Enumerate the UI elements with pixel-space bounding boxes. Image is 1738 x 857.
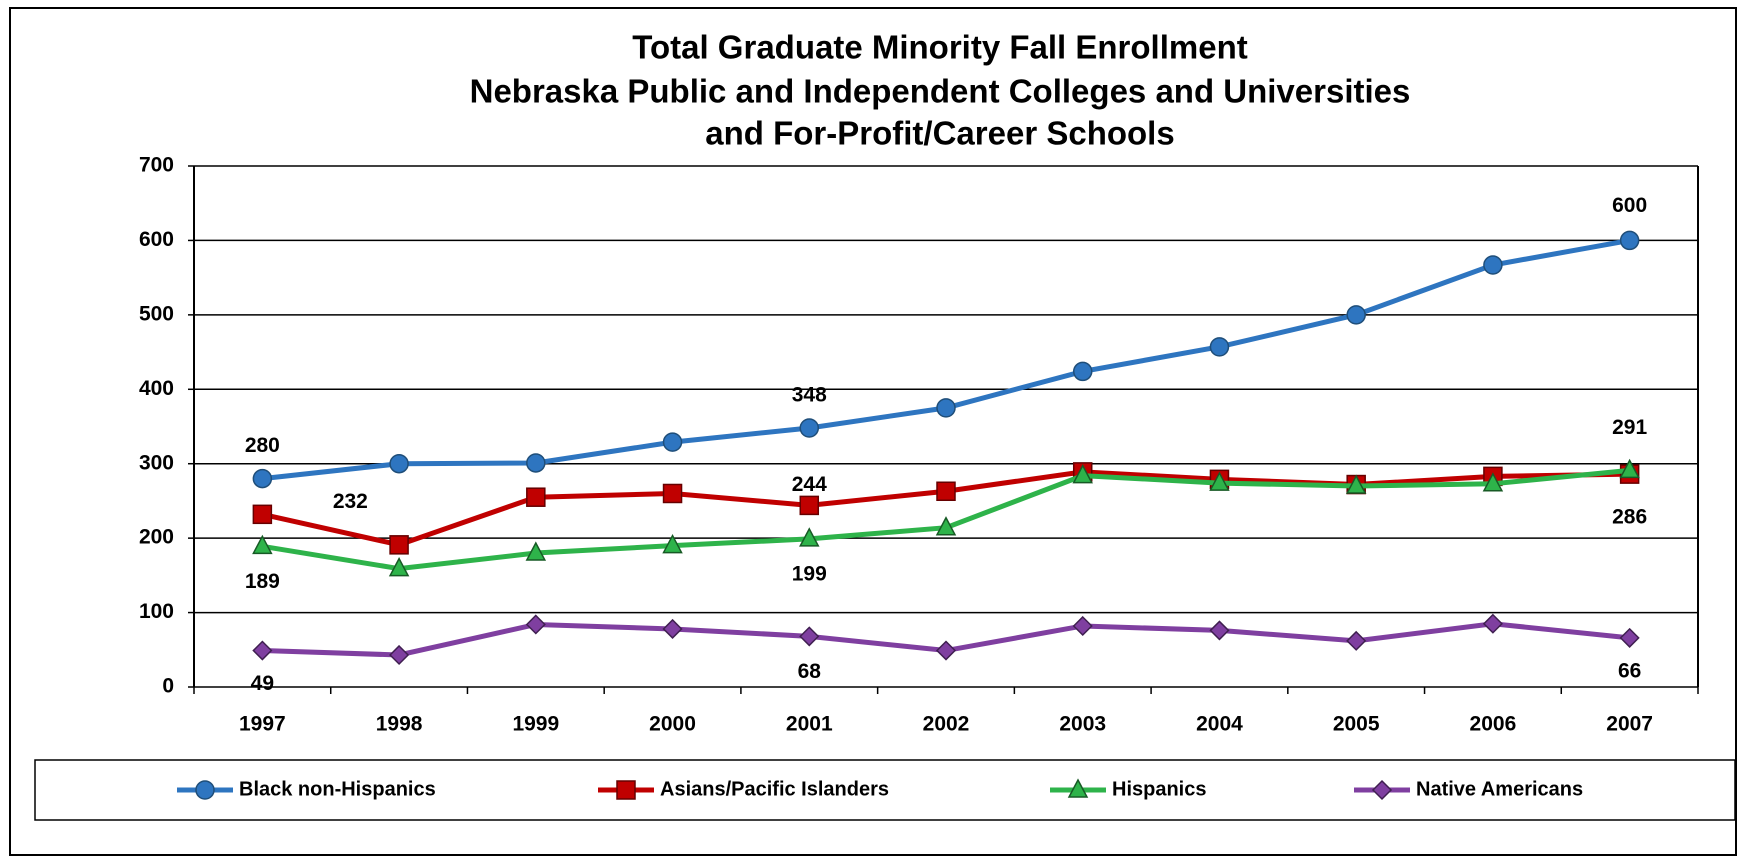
data-label: 232 [333, 490, 368, 513]
chart-title: Nebraska Public and Independent Colleges… [470, 73, 1411, 110]
marker [936, 398, 956, 418]
marker [388, 557, 410, 577]
marker [662, 533, 683, 554]
data-label: 348 [792, 384, 827, 407]
marker [1209, 471, 1230, 491]
x-tick-label: 2005 [1333, 713, 1380, 736]
marker [935, 516, 957, 536]
y-tick-label: 300 [139, 451, 174, 474]
data-label: 244 [792, 473, 827, 496]
legend-label: Native Americans [1416, 778, 1583, 800]
marker [389, 644, 410, 666]
marker [1072, 615, 1093, 637]
chart-title: and For-Profit/Career Schools [705, 115, 1174, 152]
marker [662, 618, 683, 640]
marker [252, 534, 273, 555]
legend-marker [616, 780, 636, 800]
y-tick-label: 0 [162, 675, 174, 698]
y-tick-label: 700 [139, 154, 174, 177]
marker [389, 453, 409, 474]
marker [1619, 230, 1640, 251]
series-line [262, 237, 1631, 482]
marker [799, 495, 820, 516]
y-tick-label: 100 [139, 600, 174, 623]
chart-border [9, 7, 1737, 856]
x-tick-label: 2002 [923, 713, 970, 736]
data-label: 600 [1612, 194, 1647, 217]
marker [936, 481, 956, 502]
legend-box [34, 759, 1736, 821]
marker [1346, 305, 1366, 325]
marker [1345, 474, 1367, 494]
marker [662, 483, 683, 504]
legend-label: Asians/Pacific Islanders [660, 778, 889, 800]
marker [799, 527, 820, 547]
x-tick-label: 2006 [1470, 713, 1517, 736]
marker [526, 453, 546, 473]
marker [1482, 613, 1503, 634]
marker [252, 640, 273, 661]
legend-marker [1067, 778, 1089, 798]
x-tick-label: 1997 [239, 713, 286, 736]
marker [1619, 458, 1640, 479]
y-tick-label: 500 [139, 302, 174, 325]
marker [1072, 361, 1093, 382]
marker [526, 487, 546, 507]
marker [525, 541, 547, 561]
marker [389, 535, 409, 555]
y-tick-label: 200 [139, 526, 174, 549]
chart-title: Total Graduate Minority Fall Enrollment [632, 29, 1247, 66]
marker [662, 432, 683, 452]
marker [1209, 337, 1230, 357]
x-tick-label: 2001 [786, 713, 833, 736]
x-tick-label: 2004 [1196, 713, 1243, 736]
data-label: 66 [1618, 659, 1641, 682]
y-tick-label: 400 [139, 377, 174, 400]
y-tick-label: 600 [139, 228, 174, 251]
marker [1482, 472, 1504, 492]
data-label: 49 [251, 672, 274, 695]
data-label: 291 [1612, 416, 1647, 439]
marker [799, 418, 820, 438]
legend-label: Black non-Hispanics [239, 778, 436, 800]
marker [799, 626, 820, 647]
marker [525, 614, 546, 635]
data-label: 286 [1612, 506, 1647, 529]
data-label: 199 [792, 562, 827, 585]
x-tick-label: 2000 [649, 713, 696, 736]
marker [1346, 630, 1367, 651]
data-label: 189 [245, 570, 280, 593]
marker [1209, 620, 1230, 641]
legend-marker [1371, 779, 1393, 801]
marker [1072, 464, 1093, 484]
data-label: 68 [798, 660, 822, 683]
marker [935, 640, 957, 661]
x-tick-label: 2003 [1059, 713, 1106, 736]
marker [1619, 627, 1640, 648]
x-tick-label: 1998 [376, 713, 423, 736]
marker [1483, 255, 1503, 275]
x-tick-label: 2007 [1606, 713, 1653, 736]
marker [252, 504, 273, 525]
legend-marker [195, 780, 215, 800]
marker [252, 468, 273, 489]
data-label: 280 [245, 434, 280, 457]
x-tick-label: 1999 [512, 713, 559, 736]
legend-label: Hispanics [1112, 778, 1206, 800]
